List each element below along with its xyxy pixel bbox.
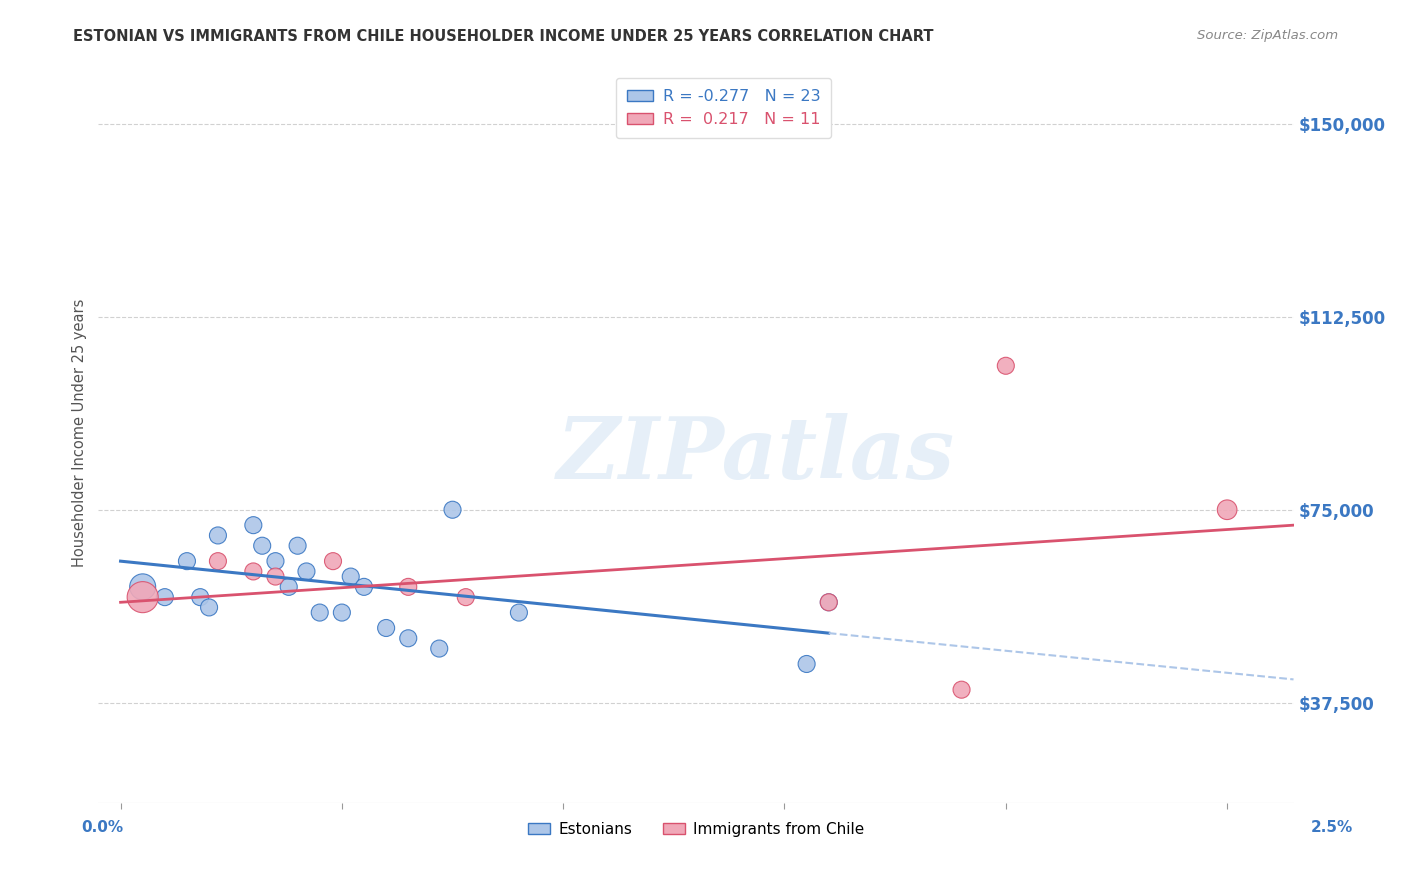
Point xyxy=(817,595,839,609)
Point xyxy=(994,359,1017,373)
Point xyxy=(454,590,477,604)
Point xyxy=(427,641,450,656)
Point xyxy=(295,565,318,579)
Point xyxy=(339,569,361,583)
Text: 2.5%: 2.5% xyxy=(1310,821,1353,835)
Point xyxy=(264,554,287,568)
Point xyxy=(207,528,229,542)
Point xyxy=(322,554,344,568)
Point xyxy=(950,682,973,697)
Point xyxy=(287,539,309,553)
Text: ZIPatlas: ZIPatlas xyxy=(557,413,955,497)
Point xyxy=(441,502,464,516)
Point xyxy=(242,518,264,533)
Point xyxy=(207,554,229,568)
Point xyxy=(277,580,299,594)
Point xyxy=(188,590,211,604)
Point xyxy=(242,565,264,579)
Point xyxy=(131,580,153,594)
Point xyxy=(353,580,375,594)
Point xyxy=(508,606,530,620)
Text: Source: ZipAtlas.com: Source: ZipAtlas.com xyxy=(1198,29,1339,42)
Point xyxy=(264,569,287,583)
Y-axis label: Householder Income Under 25 years: Householder Income Under 25 years xyxy=(72,299,87,566)
Point xyxy=(396,580,419,594)
Point xyxy=(131,590,153,604)
Point xyxy=(375,621,398,635)
Point xyxy=(176,554,198,568)
Text: 0.0%: 0.0% xyxy=(82,821,124,835)
Point xyxy=(796,657,818,671)
Point xyxy=(308,606,330,620)
Text: ESTONIAN VS IMMIGRANTS FROM CHILE HOUSEHOLDER INCOME UNDER 25 YEARS CORRELATION : ESTONIAN VS IMMIGRANTS FROM CHILE HOUSEH… xyxy=(73,29,934,44)
Point xyxy=(153,590,176,604)
Point xyxy=(1216,502,1239,516)
Legend: Estonians, Immigrants from Chile: Estonians, Immigrants from Chile xyxy=(522,816,870,843)
Point xyxy=(396,632,419,646)
Point xyxy=(330,606,353,620)
Point xyxy=(817,595,839,609)
Point xyxy=(198,600,221,615)
Point xyxy=(250,539,273,553)
